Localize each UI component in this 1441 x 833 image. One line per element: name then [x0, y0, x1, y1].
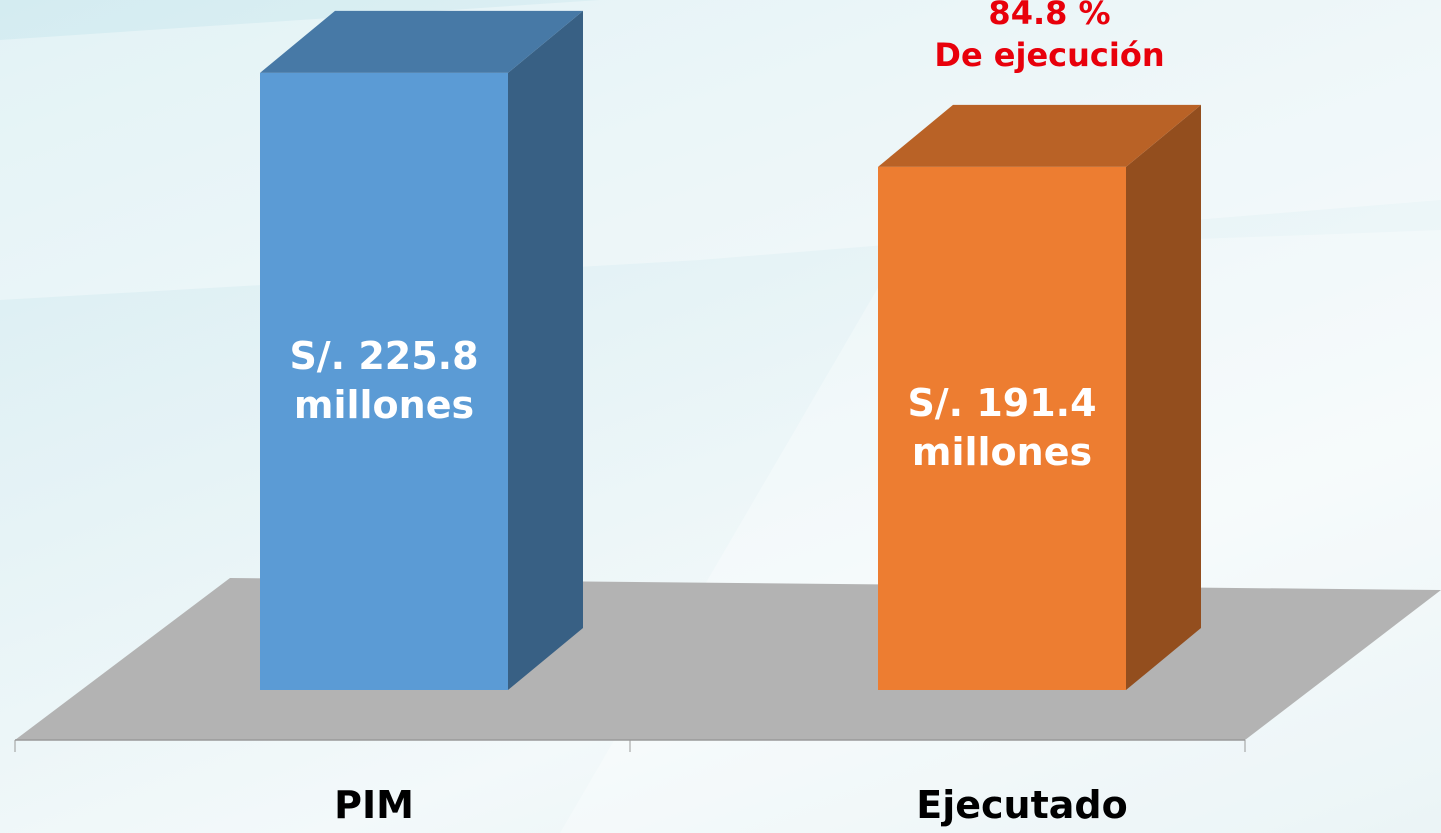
value-label: S/. 225.8 millones	[289, 333, 479, 428]
x-tick-label: Ejecutado	[916, 782, 1128, 827]
x-tick-label: PIM	[334, 782, 414, 827]
bar-top	[260, 10, 583, 73]
annotation: 84.8 % De ejecución	[934, 0, 1165, 74]
bar-side	[1126, 104, 1201, 690]
value-label: S/. 191.4 millones	[907, 380, 1097, 475]
bar	[878, 166, 1126, 690]
bar	[260, 72, 508, 690]
bar-top	[878, 104, 1201, 167]
floor	[15, 578, 1441, 740]
bar-side	[508, 10, 583, 690]
